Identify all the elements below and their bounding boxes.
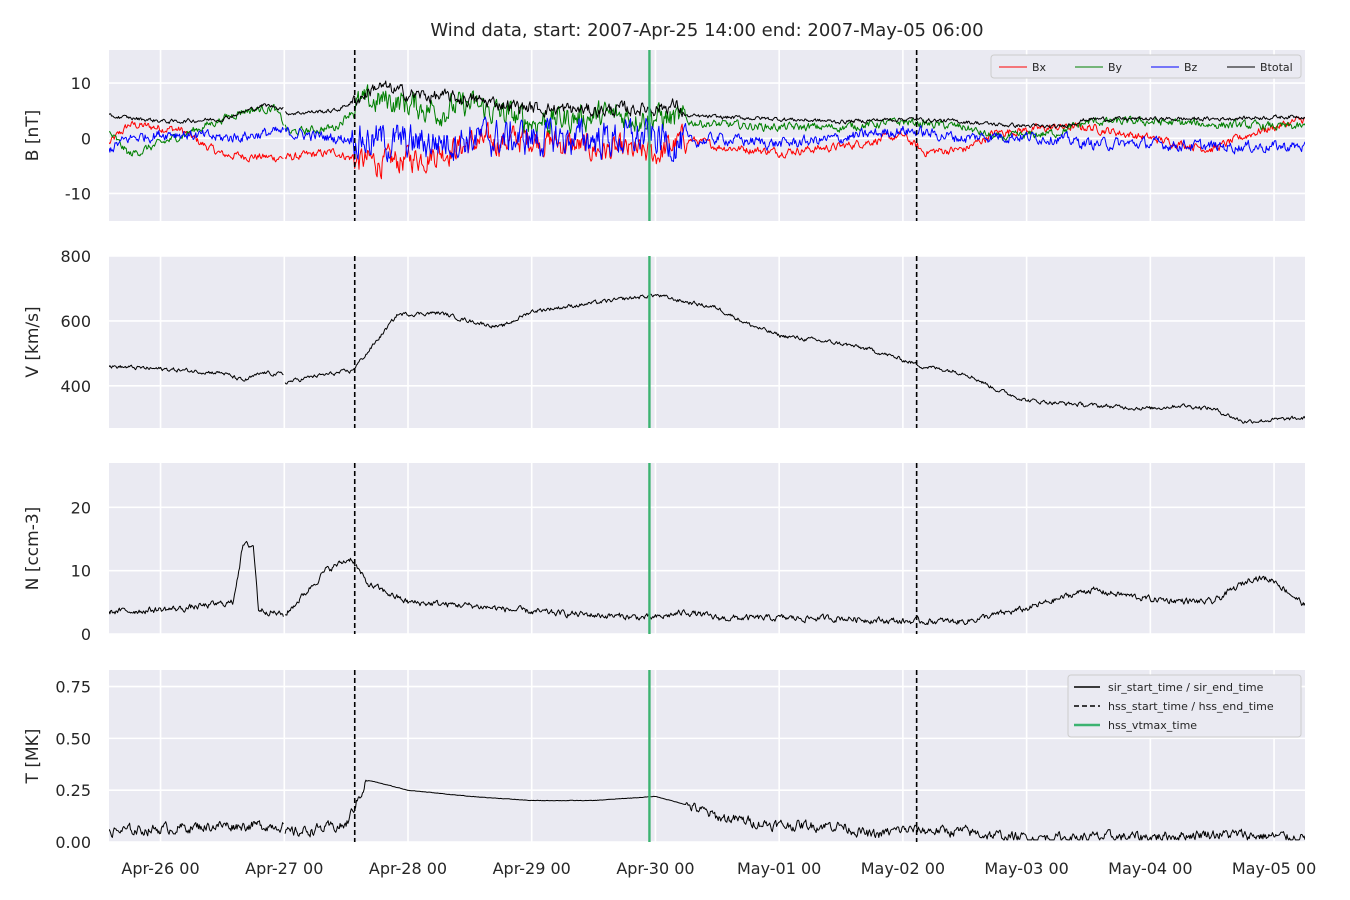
panel-b: -10 0 10 B [nT] Bx By Bz Btotal bbox=[23, 50, 1305, 221]
x-tick-label: Apr-28 00 bbox=[369, 859, 447, 878]
panels: -10 0 10 B [nT] Bx By Bz Btotal 400 600 800 V [km/s… bbox=[23, 50, 1316, 878]
series-line-btotal bbox=[109, 103, 284, 124]
y-tick-label: 0.00 bbox=[55, 833, 91, 852]
y-tick-label: 600 bbox=[60, 312, 91, 331]
panel-plot-area bbox=[109, 293, 1305, 424]
series-line bbox=[284, 293, 1305, 424]
x-tick-label: Apr-26 00 bbox=[121, 859, 199, 878]
series-line-bx bbox=[109, 120, 284, 163]
x-tick-label: Apr-29 00 bbox=[493, 859, 571, 878]
y-tick-label: 0 bbox=[81, 625, 91, 644]
x-tick-label: May-01 00 bbox=[737, 859, 821, 878]
legend-label: By bbox=[1108, 61, 1123, 74]
y-axis-label: B [nT] bbox=[23, 110, 43, 162]
y-tick-label: 10 bbox=[71, 74, 91, 93]
x-tick-label: Apr-27 00 bbox=[245, 859, 323, 878]
y-tick-label: 0 bbox=[81, 129, 91, 148]
y-tick-label: 800 bbox=[60, 247, 91, 266]
legend-b: Bx By Bz Btotal bbox=[990, 54, 1302, 79]
series-line-bz bbox=[284, 116, 1305, 163]
series-line bbox=[109, 540, 284, 617]
series-line bbox=[284, 779, 1305, 841]
series-line-bz bbox=[109, 126, 284, 153]
y-axis-label: T [MK] bbox=[23, 729, 43, 785]
x-tick-label: May-03 00 bbox=[984, 859, 1068, 878]
legend-box bbox=[1067, 674, 1302, 738]
x-tick-label: May-05 00 bbox=[1232, 859, 1316, 878]
panel-t: 0.00 0.25 0.50 0.75 T [MK] sir_start_time / s… bbox=[23, 670, 1305, 852]
panel-background bbox=[109, 463, 1305, 634]
series-line-btotal bbox=[284, 80, 1305, 129]
y-tick-label: -10 bbox=[65, 184, 91, 203]
legend-label: Btotal bbox=[1260, 61, 1293, 74]
series-line bbox=[285, 557, 1305, 625]
y-tick-label: 400 bbox=[60, 377, 91, 396]
x-tick-label: May-02 00 bbox=[861, 859, 945, 878]
panel-plot-area bbox=[109, 80, 1305, 180]
y-tick-label: 20 bbox=[71, 498, 91, 517]
y-tick-label: 0.75 bbox=[55, 678, 91, 697]
series-line-bx bbox=[284, 116, 1305, 180]
legend-label: hss_start_time / hss_end_time bbox=[1108, 700, 1274, 713]
y-tick-label: 0.25 bbox=[55, 781, 91, 800]
y-axis-label: V [km/s] bbox=[23, 306, 43, 377]
x-tick-label: Apr-30 00 bbox=[616, 859, 694, 878]
panel-background bbox=[109, 256, 1305, 428]
legend-box bbox=[990, 54, 1302, 79]
x-tick-label: May-04 00 bbox=[1108, 859, 1192, 878]
chart-title: Wind data, start: 2007-Apr-25 14:00 end:… bbox=[430, 20, 983, 41]
y-axis-label: N [ccm-3] bbox=[23, 507, 43, 591]
panel-plot-area bbox=[109, 540, 1305, 625]
series-line bbox=[109, 364, 284, 382]
legend-label: hss_vtmax_time bbox=[1108, 719, 1197, 732]
y-tick-label: 0.50 bbox=[55, 729, 91, 748]
series-line-by bbox=[109, 103, 284, 157]
legend-label: Bx bbox=[1032, 61, 1047, 74]
series-line-by bbox=[284, 84, 1305, 141]
legend-label: sir_start_time / sir_end_time bbox=[1108, 681, 1264, 694]
y-tick-label: 10 bbox=[71, 562, 91, 581]
series-line bbox=[109, 820, 284, 838]
panel-n: 0 10 20 N [ccm-3] bbox=[23, 463, 1305, 644]
legend-label: Bz bbox=[1184, 61, 1198, 74]
panel-v: 400 600 800 V [km/s] bbox=[23, 247, 1305, 428]
legend-t: sir_start_time / sir_end_time hss_start_t… bbox=[1067, 674, 1302, 738]
panel-plot-area bbox=[109, 779, 1305, 841]
